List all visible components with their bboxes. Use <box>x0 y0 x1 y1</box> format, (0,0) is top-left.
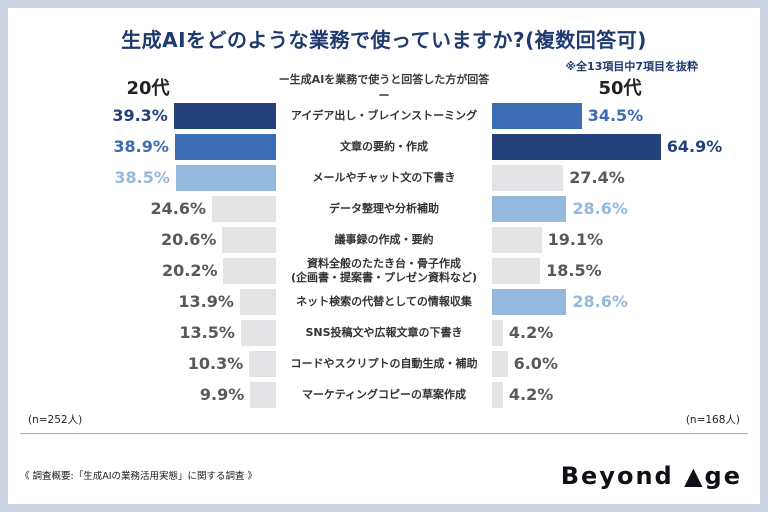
left-bar <box>250 381 276 408</box>
category-label: コードやスクリプトの自動生成・補助 <box>290 356 478 370</box>
left-percent-label: 9.9% <box>199 385 245 404</box>
category-label: データ整理や分析補助 <box>329 201 439 215</box>
chart-row: 20.2% 資料全般のたたき台・骨子作成 (企画書・提案書・プレゼン資料など) … <box>20 255 748 286</box>
right-percent-label: 27.4% <box>569 168 625 187</box>
left-percent-label: 20.6% <box>160 230 217 249</box>
right-bar-cell: 28.6% <box>492 288 748 315</box>
group-label-50s: 50代 <box>598 78 642 99</box>
category-label: メールやチャット文の下書き <box>312 170 456 184</box>
right-bar <box>492 288 567 315</box>
right-percent-label: 34.5% <box>587 106 644 125</box>
left-percent-label: 38.9% <box>113 137 169 156</box>
right-percent-label: 18.5% <box>546 261 602 280</box>
sample-size-50s: (n=168人) <box>685 414 740 426</box>
right-percent-label: 4.2% <box>508 323 554 342</box>
right-percent-label: 28.6% <box>572 199 628 218</box>
chart-row: 13.5% SNS投稿文や広報文章の下書き 4.2% <box>20 317 748 348</box>
left-percent-label: 38.5% <box>114 168 170 187</box>
left-bar-cell: 20.6% <box>20 226 276 253</box>
right-bar-cell: 34.5% <box>492 102 748 129</box>
left-percent-label: 10.3% <box>187 354 244 373</box>
right-bar <box>492 319 503 346</box>
beyond-age-logo: Beyond ▲ge <box>554 462 742 490</box>
right-percent-label: 19.1% <box>547 230 604 249</box>
left-bar-cell: 10.3% <box>20 350 276 377</box>
right-bar-cell: 19.1% <box>492 226 748 253</box>
left-bar <box>249 350 276 377</box>
category-label: 資料全般のたたき台・骨子作成 (企画書・提案書・プレゼン資料など) <box>290 256 478 284</box>
right-bar <box>492 350 508 377</box>
right-bar <box>492 226 542 253</box>
right-bar <box>492 102 582 129</box>
chart-rows: 39.3% アイデア出し・ブレインストーミング 34.5% 38.9% 文章の要… <box>20 100 748 410</box>
right-bar-cell: 4.2% <box>492 319 748 346</box>
right-bar <box>492 381 503 408</box>
right-bar <box>492 195 567 222</box>
left-percent-label: 13.9% <box>178 292 234 311</box>
category-label: マーケティングコピーの草案作成 <box>301 387 467 401</box>
category-label: ネット検索の代替としての情報収集 <box>296 294 472 308</box>
left-percent-label: 13.5% <box>179 323 235 342</box>
sample-size-row: (n=252人) (n=168人) <box>20 412 748 427</box>
left-percent-label: 39.3% <box>112 106 168 125</box>
sample-size-20s: (n=252人) <box>28 414 83 426</box>
right-bar-cell: 18.5% <box>492 257 748 284</box>
page-title: 生成AIをどのような業務で使っていますか?(複数回答可) <box>121 28 647 52</box>
right-percent-label: 28.6% <box>572 292 628 311</box>
category-label: SNS投稿文や広報文章の下書き <box>305 325 463 339</box>
left-bar-cell: 39.3% <box>20 102 276 129</box>
left-bar-cell: 38.5% <box>20 164 276 191</box>
left-bar <box>212 195 276 222</box>
category-label: 議事録の作成・要約 <box>334 232 434 246</box>
chart-row: 38.9% 文章の要約・作成 64.9% <box>20 131 748 162</box>
right-percent-label: 64.9% <box>666 137 723 156</box>
left-bar-cell: 9.9% <box>20 381 276 408</box>
excerpt-note: ※全13項目中7項目を抜粋 <box>565 60 698 73</box>
survey-overview: 《 調査概要:「生成AIの業務活用実態」に関する調査 》 ■調査期間:2025年… <box>20 433 748 504</box>
left-bar <box>222 226 276 253</box>
chart-row: 39.3% アイデア出し・ブレインストーミング 34.5% <box>20 100 748 131</box>
chart-header: 20代 ー生成AIを業務で使うと回答した方が回答ー 50代 <box>20 73 748 102</box>
left-bar <box>175 164 276 191</box>
left-percent-label: 24.6% <box>150 199 207 218</box>
right-bar <box>492 133 661 160</box>
left-bar <box>174 133 276 160</box>
category-label: アイデア出し・ブレインストーミング <box>290 108 478 122</box>
right-percent-label: 4.2% <box>508 385 554 404</box>
left-bar-cell: 20.2% <box>20 257 276 284</box>
chart-row: 24.6% データ整理や分析補助 28.6% <box>20 193 748 224</box>
left-bar-cell: 13.9% <box>20 288 276 315</box>
group-label-20s: 20代 <box>126 78 170 99</box>
right-bar-cell: 6.0% <box>492 350 748 377</box>
left-percent-label: 20.2% <box>161 261 218 280</box>
right-bar-cell: 4.2% <box>492 381 748 408</box>
left-bar <box>240 319 276 346</box>
left-bar-cell: 24.6% <box>20 195 276 222</box>
left-bar <box>239 288 276 315</box>
chart-row: 10.3% コードやスクリプトの自動生成・補助 6.0% <box>20 348 748 379</box>
center-note: ー生成AIを業務で使うと回答した方が回答ー <box>278 73 490 102</box>
chart-row: 13.9% ネット検索の代替としての情報収集 28.6% <box>20 286 748 317</box>
left-bar-cell: 13.5% <box>20 319 276 346</box>
right-bar-cell: 64.9% <box>492 133 748 160</box>
right-bar <box>492 164 564 191</box>
left-bar <box>173 102 276 129</box>
right-bar-cell: 28.6% <box>492 195 748 222</box>
right-bar-cell: 27.4% <box>492 164 748 191</box>
right-percent-label: 6.0% <box>513 354 558 373</box>
chart-row: 20.6% 議事録の作成・要約 19.1% <box>20 224 748 255</box>
survey-overview-title: 《 調査概要:「生成AIの業務活用実態」に関する調査 》 <box>20 471 258 483</box>
chart-row: 9.9% マーケティングコピーの草案作成 4.2% <box>20 379 748 410</box>
chart-row: 38.5% メールやチャット文の下書き 27.4% <box>20 162 748 193</box>
category-label: 文章の要約・作成 <box>340 139 428 153</box>
left-bar <box>223 257 276 284</box>
right-bar <box>492 257 541 284</box>
left-bar-cell: 38.9% <box>20 133 276 160</box>
